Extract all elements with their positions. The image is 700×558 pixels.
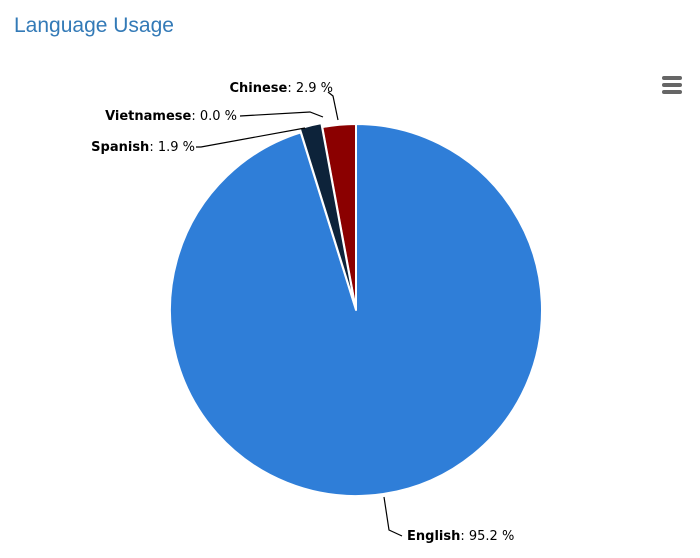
connector-chinese bbox=[327, 91, 339, 121]
chart-context-menu-button[interactable] bbox=[656, 72, 686, 96]
data-label-spanish: Spanish: 1.9 % bbox=[91, 140, 195, 155]
hamburger-menu-icon bbox=[662, 76, 682, 80]
data-labels: Chinese: 2.9 % English: 95.2 % Spanish: 1.… bbox=[91, 81, 514, 544]
data-label-vietnamese: Vietnamese: 0.0 % bbox=[105, 109, 237, 124]
data-label-english: English: 95.2 % bbox=[407, 529, 514, 544]
data-label-name: Chinese bbox=[229, 81, 287, 96]
connector-spanish bbox=[196, 127, 306, 148]
data-label-name: English bbox=[407, 529, 460, 544]
hamburger-menu-icon-bar bbox=[662, 83, 682, 87]
data-label-value: : 0.0 % bbox=[191, 109, 237, 124]
chart-title: Language Usage bbox=[14, 14, 174, 37]
pie-slice-english[interactable] bbox=[169, 123, 543, 497]
data-label-value: : 2.9 % bbox=[287, 81, 333, 96]
label-connectors bbox=[196, 91, 403, 537]
connector-english bbox=[383, 496, 403, 537]
data-label-value: : 95.2 % bbox=[460, 529, 514, 544]
data-label-chinese: Chinese: 2.9 % bbox=[229, 81, 333, 96]
data-label-name: Spanish bbox=[91, 140, 149, 155]
data-label-value: : 1.9 % bbox=[149, 140, 195, 155]
pie-slices bbox=[169, 122, 543, 497]
data-label-name: Vietnamese bbox=[105, 109, 191, 124]
hamburger-menu-icon-bar bbox=[662, 90, 682, 94]
connector-vietnamese bbox=[239, 111, 324, 118]
